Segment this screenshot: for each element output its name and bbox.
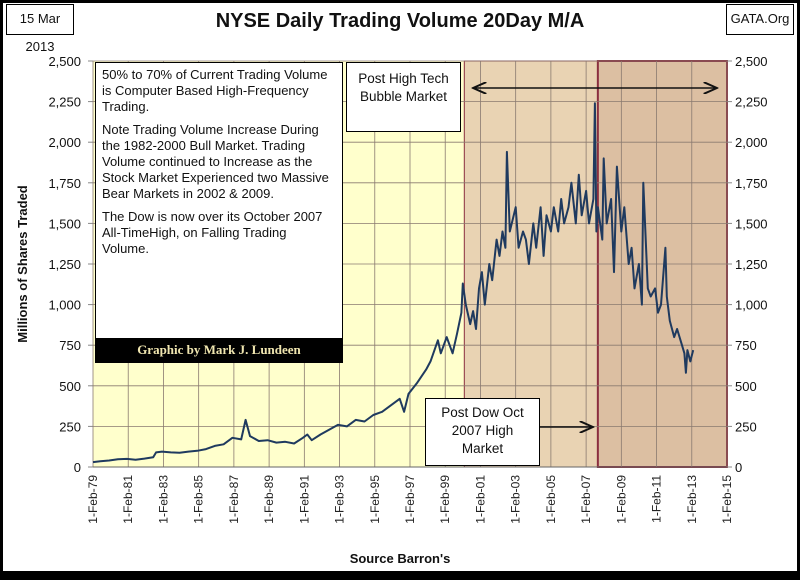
x-tick-label: 1-Feb-81: [121, 475, 135, 524]
note-bull-market: Note Trading Volume Increase During the …: [102, 122, 329, 201]
date-box: 15 Mar 2013: [6, 4, 74, 54]
y-tick-label-right: 500: [735, 379, 757, 394]
y-tick-label-left: 2,500: [48, 54, 81, 69]
x-tick-label: 1-Feb-05: [544, 475, 558, 524]
y-tick-label-right: 2,250: [735, 95, 768, 110]
x-tick-label: 1-Feb-87: [227, 475, 241, 524]
x-tick-label: 1-Feb-83: [156, 475, 170, 524]
y-tick-label-right: 250: [735, 419, 757, 434]
x-tick-label: 1-Feb-85: [192, 475, 206, 524]
x-tick-label: 1-Feb-13: [685, 475, 699, 524]
site-label: GATA.Org: [730, 11, 790, 26]
post-dow-label: Post Dow Oct 2007 High Market: [441, 405, 524, 456]
x-tick-label: 1-Feb-95: [368, 475, 382, 524]
post-bubble-label-box: Post High Tech Bubble Market: [346, 62, 461, 132]
volume-line: [92, 102, 695, 464]
y-tick-label-right: 2,000: [735, 135, 768, 150]
x-tick-label: 1-Feb-93: [333, 475, 347, 524]
credit-banner: Graphic by Mark J. Lundeen: [96, 338, 342, 362]
note-dow-high: The Dow is now over its October 2007 All…: [102, 209, 323, 256]
y-tick-label-left: 1,000: [48, 298, 81, 313]
x-tick-label: 1-Feb-09: [614, 475, 628, 524]
y-tick-label-left: 2,000: [48, 135, 81, 150]
y-tick-label-left: 250: [59, 419, 81, 434]
x-tick-label: 1-Feb-91: [297, 475, 311, 524]
post-dow-label-box: Post Dow Oct 2007 High Market: [425, 398, 540, 466]
y-tick-label-left: 500: [59, 379, 81, 394]
x-tick-label: 1-Feb-15: [720, 475, 734, 524]
y-tick-label-right: 1,000: [735, 298, 768, 313]
chart-title: NYSE Daily Trading Volume 20Day M/A: [215, 10, 585, 32]
y-tick-label-left: 2,250: [48, 95, 81, 110]
date-label: 15 Mar 2013: [19, 11, 61, 54]
notes-box: 50% to 70% of Current Trading Volume is …: [95, 62, 343, 363]
y-axis-title: Millions of Shares Traded: [15, 185, 30, 343]
y-tick-label-right: 1,500: [735, 216, 768, 231]
note-hft: 50% to 70% of Current Trading Volume is …: [102, 67, 328, 114]
y-tick-label-right: 750: [735, 338, 757, 353]
y-tick-label-left: 0: [74, 460, 81, 475]
y-tick-label-left: 1,750: [48, 176, 81, 191]
x-tick-label: 1-Feb-79: [86, 475, 100, 524]
x-tick-label: 1-Feb-03: [509, 475, 523, 524]
y-tick-label-right: 0: [735, 460, 742, 475]
y-tick-label-left: 1,250: [48, 257, 81, 272]
x-tick-label: 1-Feb-99: [438, 475, 452, 524]
x-tick-label: 1-Feb-89: [262, 475, 276, 524]
site-box: GATA.Org: [726, 4, 794, 35]
y-tick-label-right: 1,250: [735, 257, 768, 272]
x-tick-label: 1-Feb-97: [403, 475, 417, 524]
y-tick-label-left: 1,500: [48, 216, 81, 231]
x-tick-label: 1-Feb-07: [579, 475, 593, 524]
x-tick-label: 1-Feb-11: [650, 475, 664, 523]
y-tick-label-right: 2,500: [735, 54, 768, 69]
y-tick-label-left: 750: [59, 338, 81, 353]
post-bubble-label: Post High Tech Bubble Market: [358, 71, 449, 104]
y-tick-label-right: 1,750: [735, 176, 768, 191]
x-axis-title: Source Barron's: [350, 551, 451, 566]
x-tick-label: 1-Feb-01: [473, 475, 487, 524]
